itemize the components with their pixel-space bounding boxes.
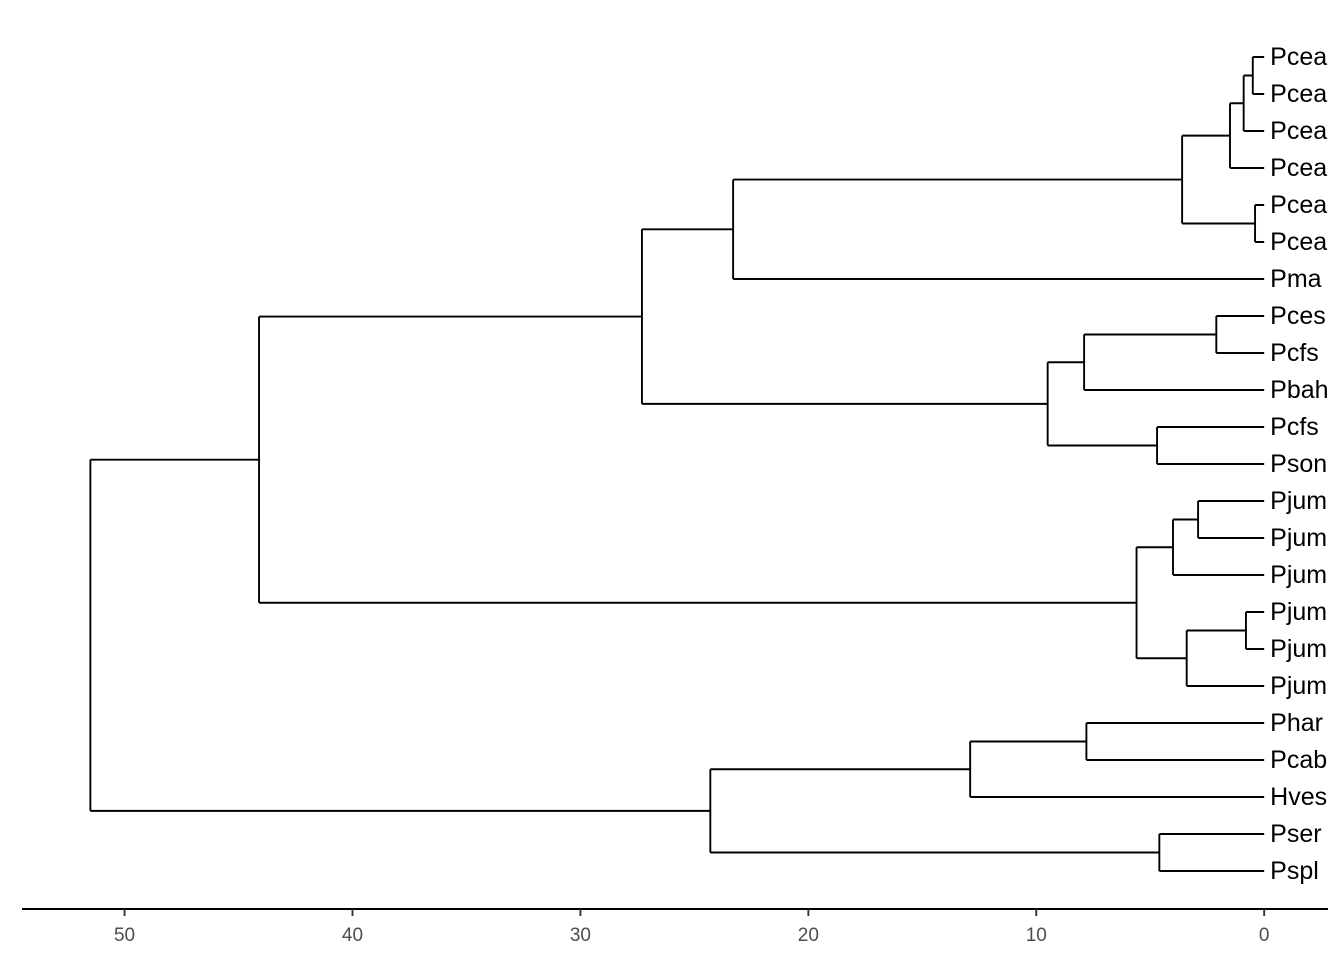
leaf-labels: Pcea Pcea Pcea Pcea Pcea Pcea Pma Pces Pcfs Pbah P… — [1270, 43, 1328, 885]
dendrogram-branch-13 — [1245, 611, 1265, 650]
x-axis-tick-label: 0 — [1259, 925, 1270, 946]
dendrogram-branch-1 — [1242, 74, 1265, 132]
leaf-label: Pjum — [1270, 487, 1327, 515]
dendrogram-branch-3 — [1254, 204, 1265, 243]
leaf-label: Pson — [1270, 450, 1327, 478]
dendrogram-branch-14 — [1185, 629, 1265, 687]
x-axis-tick-label: 10 — [1026, 925, 1047, 946]
leaf-label: Phar — [1270, 709, 1323, 737]
dendrogram-branch-8 — [1156, 426, 1265, 465]
leaf-label: Pser — [1270, 820, 1321, 848]
leaf-label: Pcea — [1270, 191, 1327, 219]
x-axis-tick-label: 40 — [342, 925, 363, 946]
leaf-label: Pcea — [1270, 228, 1327, 256]
leaf-label: Pcea — [1270, 154, 1327, 182]
leaf-label: Pcea — [1270, 43, 1327, 71]
leaf-label: Pjum — [1270, 598, 1327, 626]
dendrogram-branches — [89, 56, 1265, 872]
leaf-label: Pces — [1270, 302, 1326, 330]
dendrogram-branch-11 — [1197, 500, 1265, 539]
x-axis-ticks: 50 40 30 20 10 0 — [114, 909, 1269, 946]
x-axis-tick-label: 20 — [798, 925, 819, 946]
leaf-label: Pcfs — [1270, 413, 1319, 441]
leaf-label: Pcea — [1270, 117, 1327, 145]
leaf-label: Pjum — [1270, 524, 1327, 552]
dendrogram-branch-17 — [1085, 722, 1265, 761]
leaf-label: Pcea — [1270, 80, 1327, 108]
leaf-label: Pcab — [1270, 746, 1327, 774]
leaf-label: Pbah — [1270, 376, 1328, 404]
dendrogram-branch-12 — [1172, 518, 1265, 576]
dendrogram-branch-9 — [1046, 361, 1158, 447]
dendrogram-branch-15 — [1135, 546, 1187, 660]
dendrogram-branch-21 — [89, 458, 711, 812]
leaf-label: Pjum — [1270, 561, 1327, 589]
x-axis-tick-label: 30 — [570, 925, 591, 946]
leaf-label: Pcfs — [1270, 339, 1319, 367]
leaf-label: Hves — [1270, 783, 1327, 811]
dendrogram-branch-20 — [709, 768, 1160, 854]
dendrogram-branch-4 — [1181, 134, 1256, 225]
dendrogram-branch-16 — [258, 315, 1137, 604]
leaf-label: Pjum — [1270, 672, 1327, 700]
leaf-label: Pjum — [1270, 635, 1327, 663]
dendrogram-branch-7 — [1083, 333, 1265, 391]
x-axis-tick-label: 50 — [114, 925, 135, 946]
dendrogram-branch-5 — [732, 178, 1265, 280]
x-axis: 50 40 30 20 10 0 — [22, 908, 1328, 946]
dendrogram-branch-6 — [1215, 315, 1265, 354]
dendrogram-branch-19 — [1158, 833, 1265, 872]
dendrogram-branch-18 — [969, 740, 1265, 798]
dendrogram-branch-0 — [1251, 56, 1265, 95]
leaf-label: Pspl — [1270, 857, 1319, 885]
dendrogram-branch-2 — [1229, 102, 1265, 169]
leaf-label: Pma — [1270, 265, 1322, 293]
dendrogram-branch-10 — [641, 228, 1048, 405]
